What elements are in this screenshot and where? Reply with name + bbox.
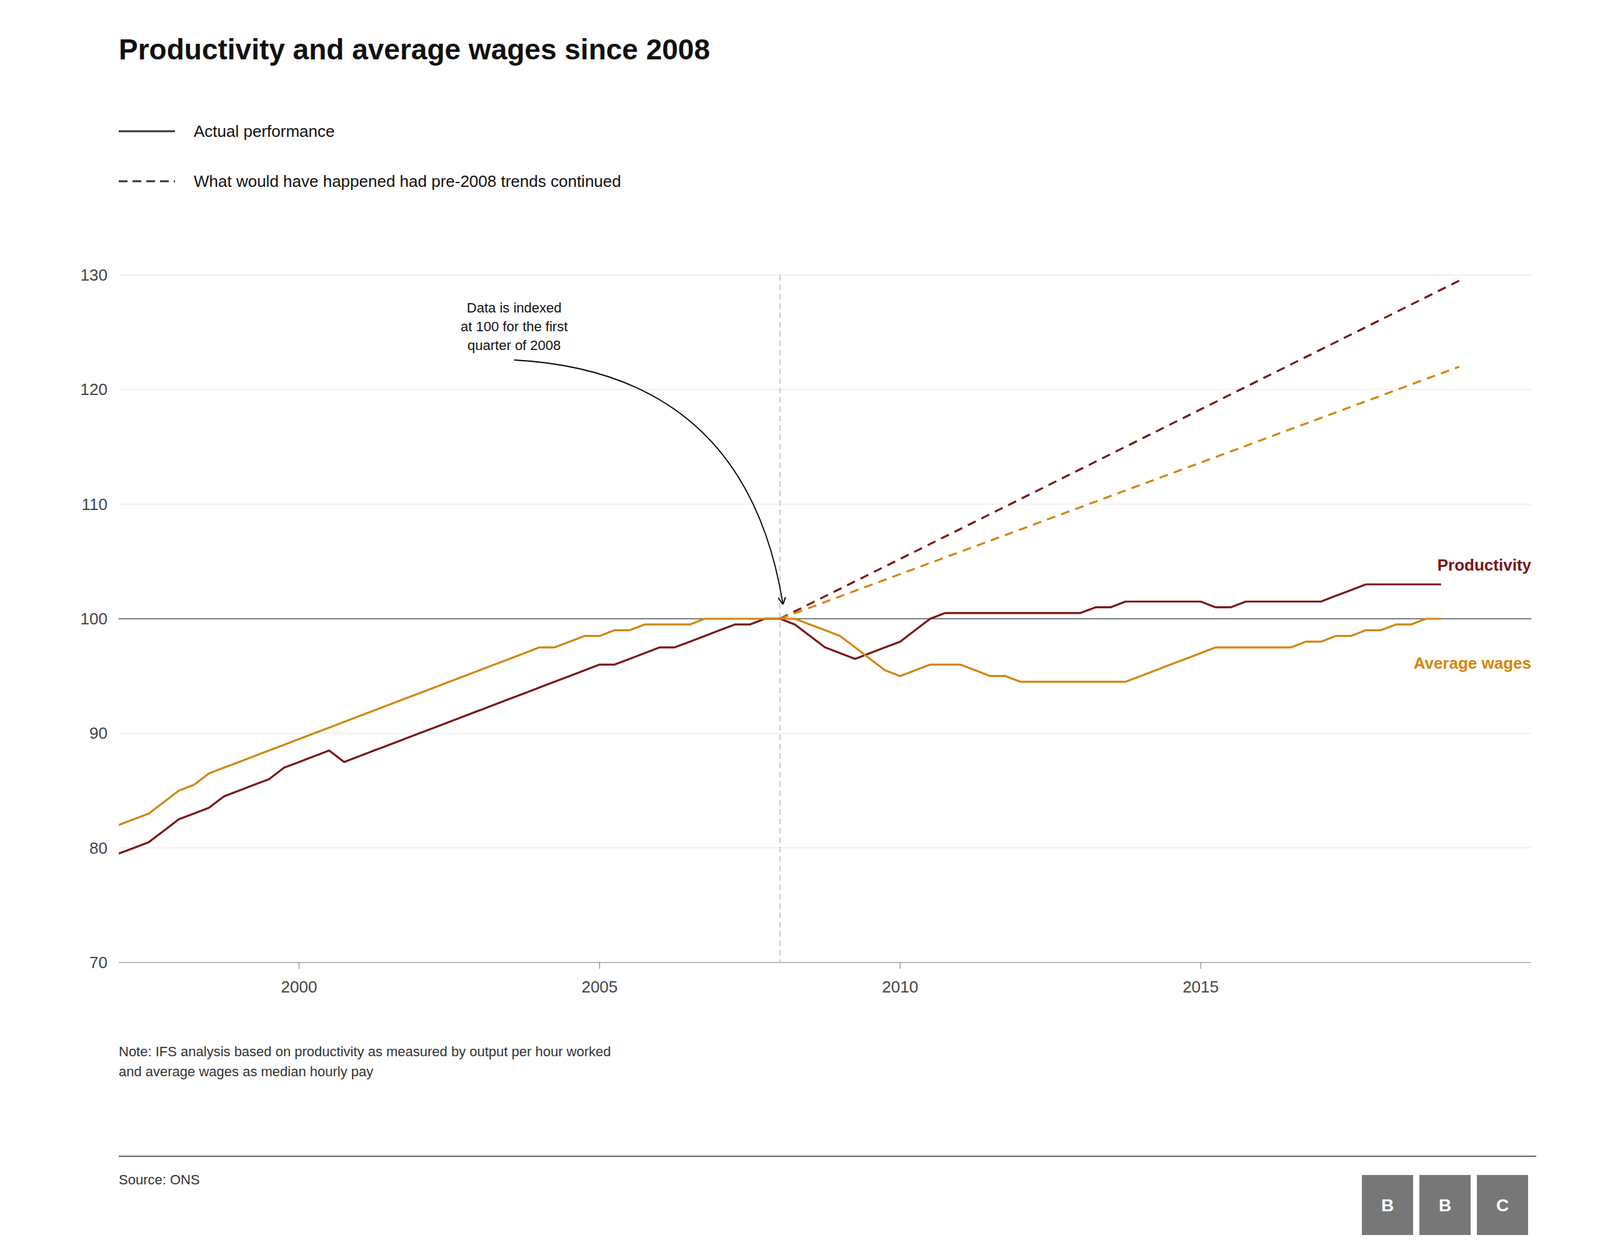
- grid-line: [118, 733, 1532, 734]
- x-tick: [900, 962, 901, 969]
- horizontal-reference-line: [118, 618, 1532, 620]
- annotation-line: quarter of 2008: [467, 337, 561, 354]
- logo-letter: B: [1381, 1195, 1394, 1215]
- y-tick-label: 130: [80, 265, 108, 285]
- annotation-line: at 100 for the first: [460, 318, 568, 335]
- annotation-line: Data is indexed: [466, 300, 562, 316]
- trend-line: [780, 366, 1460, 619]
- series-line: [118, 584, 1442, 854]
- x-tick-label: 2010: [881, 977, 919, 997]
- legend-swatch: [118, 130, 175, 133]
- x-tick-label: 2000: [281, 977, 318, 997]
- annotation: Data is indexed at 100 for the first quart…: [460, 300, 568, 354]
- grid: [118, 275, 1532, 963]
- note-line: Note: IFS analysis based on productivity…: [118, 1043, 612, 1060]
- y-tick-label: 70: [89, 953, 108, 972]
- annotation-arrow: [514, 360, 784, 604]
- x-tick-label: 2015: [1182, 977, 1219, 997]
- grid-line: [118, 389, 1532, 390]
- grid-line: [118, 962, 1532, 964]
- x-tick-label: 2005: [581, 977, 618, 997]
- grid-line: [118, 275, 1532, 276]
- series-line: [118, 618, 1442, 825]
- grid-line: [118, 847, 1532, 849]
- y-tick-label: 100: [80, 609, 108, 629]
- y-tick-label: 110: [81, 495, 108, 514]
- grid-line: [118, 503, 1532, 505]
- logo-letter: B: [1438, 1195, 1452, 1215]
- legend-swatch: [118, 180, 175, 183]
- grid-line: [118, 618, 1532, 620]
- source: Source: ONS: [118, 1171, 200, 1188]
- trend-line: [780, 280, 1460, 619]
- y-tick-label: 80: [89, 838, 108, 858]
- x-tick: [298, 962, 300, 969]
- series-label: Average wages: [1413, 653, 1532, 673]
- series-label: Productivity: [1437, 555, 1532, 575]
- chart: Productivity and average wages since 200…: [0, 0, 1600, 1250]
- y-tick-label: 120: [80, 380, 108, 399]
- logo-letter: C: [1496, 1195, 1509, 1215]
- separator: [118, 1155, 1537, 1157]
- legend-label: Actual performance: [193, 121, 335, 141]
- logo-box: [1419, 1175, 1471, 1235]
- legend-label: What would have happened had pre-2008 tr…: [193, 171, 622, 191]
- y-tick-label: 90: [89, 723, 108, 743]
- plot-area: [118, 275, 1532, 963]
- x-tick: [1200, 962, 1201, 969]
- x-tick: [599, 962, 600, 969]
- logo-box: [1361, 1175, 1414, 1235]
- note: Note: IFS analysis based on productivity…: [118, 1043, 612, 1080]
- title: Productivity and average wages since 200…: [118, 33, 710, 66]
- note-line: and average wages as median hourly pay: [118, 1063, 374, 1080]
- logo-box: [1476, 1175, 1529, 1235]
- x-axis-line: [118, 961, 1532, 963]
